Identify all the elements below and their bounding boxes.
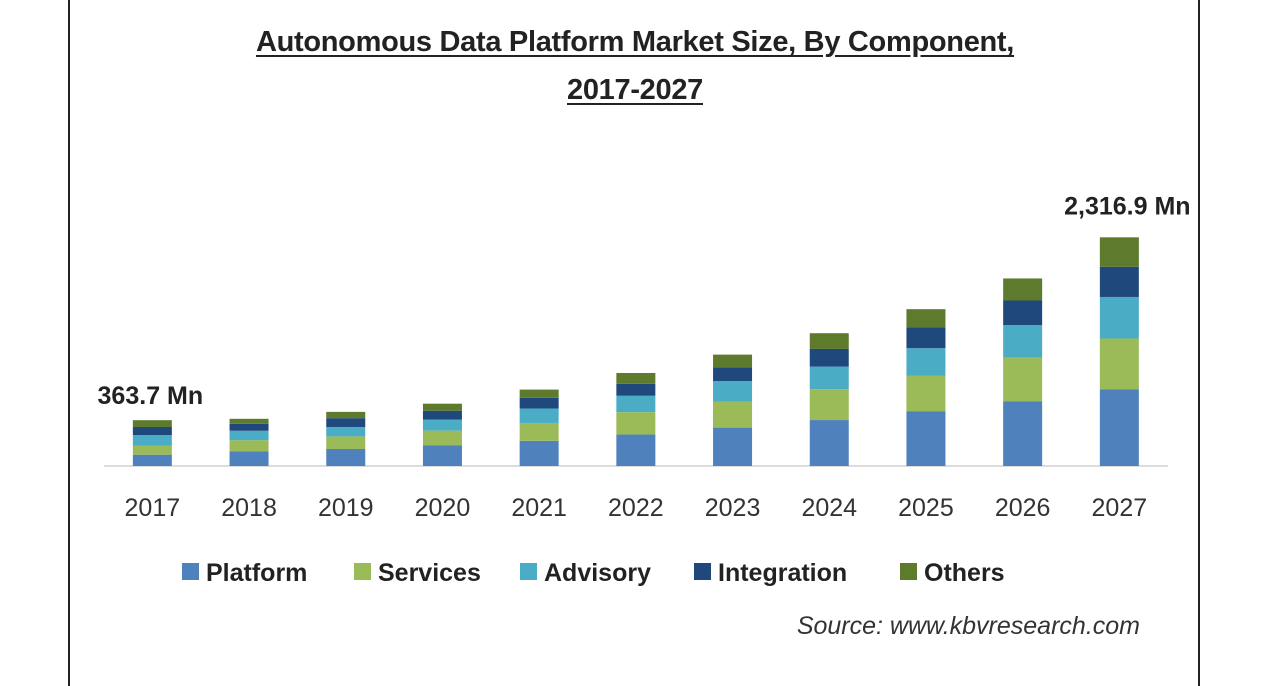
x-tick-label: 2018	[221, 494, 277, 522]
bar-platform-2024	[809, 420, 849, 466]
bar-services-2026	[1003, 357, 1043, 402]
bar-platform-2018	[229, 451, 269, 466]
bar-platform-2017	[132, 454, 172, 466]
source-note: Source: www.kbvresearch.com	[796, 612, 1140, 640]
x-tick-label: 2026	[995, 494, 1051, 522]
bar-platform-2021	[519, 440, 559, 466]
legend-label-integration: Integration	[718, 559, 847, 587]
bar-others-2021	[519, 389, 559, 398]
legend-swatch-services	[354, 563, 371, 580]
bar-services-2019	[326, 436, 366, 450]
bar-advisory-2020	[422, 419, 462, 431]
bar-integration-2019	[326, 418, 366, 427]
bar-advisory-2026	[1003, 325, 1043, 358]
x-tick-label: 2020	[415, 494, 471, 522]
legend-label-others: Others	[924, 559, 1005, 587]
x-tick-label: 2017	[125, 494, 181, 522]
bar-integration-2024	[809, 348, 849, 367]
bar-platform-2025	[906, 411, 946, 466]
bar-services-2018	[229, 440, 269, 452]
bar-platform-2019	[326, 449, 366, 466]
x-tick-label: 2019	[318, 494, 374, 522]
chart-title-years: 2017-2027	[567, 74, 703, 106]
bar-platform-2027	[1099, 389, 1139, 466]
bar-advisory-2025	[906, 348, 946, 376]
bar-integration-2017	[132, 426, 172, 436]
bar-others-2026	[1003, 278, 1043, 301]
bar-services-2025	[906, 375, 946, 412]
bar-advisory-2024	[809, 366, 849, 390]
bar-integration-2023	[713, 367, 753, 382]
bar-advisory-2021	[519, 408, 559, 423]
bar-others-2024	[809, 333, 849, 349]
bar-integration-2018	[229, 423, 269, 431]
bar-others-2023	[713, 354, 753, 368]
bar-advisory-2022	[616, 395, 656, 413]
bar-integration-2020	[422, 410, 462, 420]
bar-integration-2026	[1003, 300, 1043, 326]
bar-platform-2023	[713, 427, 753, 466]
bar-services-2022	[616, 412, 656, 435]
x-tick-label: 2022	[608, 494, 664, 522]
bar-advisory-2019	[326, 426, 366, 437]
bar-advisory-2023	[713, 381, 753, 402]
bar-services-2020	[422, 430, 462, 446]
bar-services-2027	[1099, 338, 1139, 390]
bar-services-2023	[713, 401, 753, 428]
chart-title: Autonomous Data Platform Market Size, By…	[255, 26, 1015, 58]
bar-advisory-2027	[1099, 296, 1139, 339]
bar-services-2021	[519, 422, 559, 441]
bar-services-2024	[809, 389, 849, 421]
legend-swatch-advisory	[520, 563, 537, 580]
legend-swatch-integration	[694, 563, 711, 580]
bar-integration-2021	[519, 397, 559, 409]
bar-others-2020	[422, 403, 462, 411]
stacked-bar-chart: 2017 363.7 Mn 2018 2019 2020 2021 2022 2023 2024…	[98, 192, 1191, 587]
bar-others-2022	[616, 372, 656, 384]
chart-frame	[68, 0, 1200, 686]
bar-integration-2022	[616, 383, 656, 396]
bar-advisory-2017	[132, 435, 172, 446]
x-tick-label: 2021	[511, 494, 567, 522]
x-tick-label: 2025	[898, 494, 954, 522]
legend-label-platform: Platform	[206, 559, 307, 587]
legend-label-advisory: Advisory	[544, 559, 651, 587]
total-label-2027: 2,316.9 Mn	[1064, 192, 1190, 220]
bar-others-2017	[132, 420, 172, 427]
x-tick-label: 2024	[801, 494, 857, 522]
x-tick-label: 2027	[1092, 494, 1148, 522]
bar-advisory-2018	[229, 430, 269, 441]
bar-others-2018	[229, 418, 269, 424]
x-tick-label: 2023	[705, 494, 761, 522]
bar-others-2027	[1099, 237, 1139, 267]
bar-services-2017	[132, 445, 172, 455]
bar-others-2025	[906, 309, 946, 328]
bar-platform-2020	[422, 445, 462, 466]
legend-label-services: Services	[378, 559, 481, 587]
bar-integration-2025	[906, 327, 946, 349]
legend-swatch-platform	[182, 563, 199, 580]
bar-platform-2022	[616, 434, 656, 466]
bar-others-2019	[326, 411, 366, 419]
legend-swatch-others	[900, 563, 917, 580]
bar-integration-2027	[1099, 266, 1139, 297]
bar-platform-2026	[1003, 401, 1043, 466]
total-label-2017: 363.7 Mn	[98, 382, 204, 410]
